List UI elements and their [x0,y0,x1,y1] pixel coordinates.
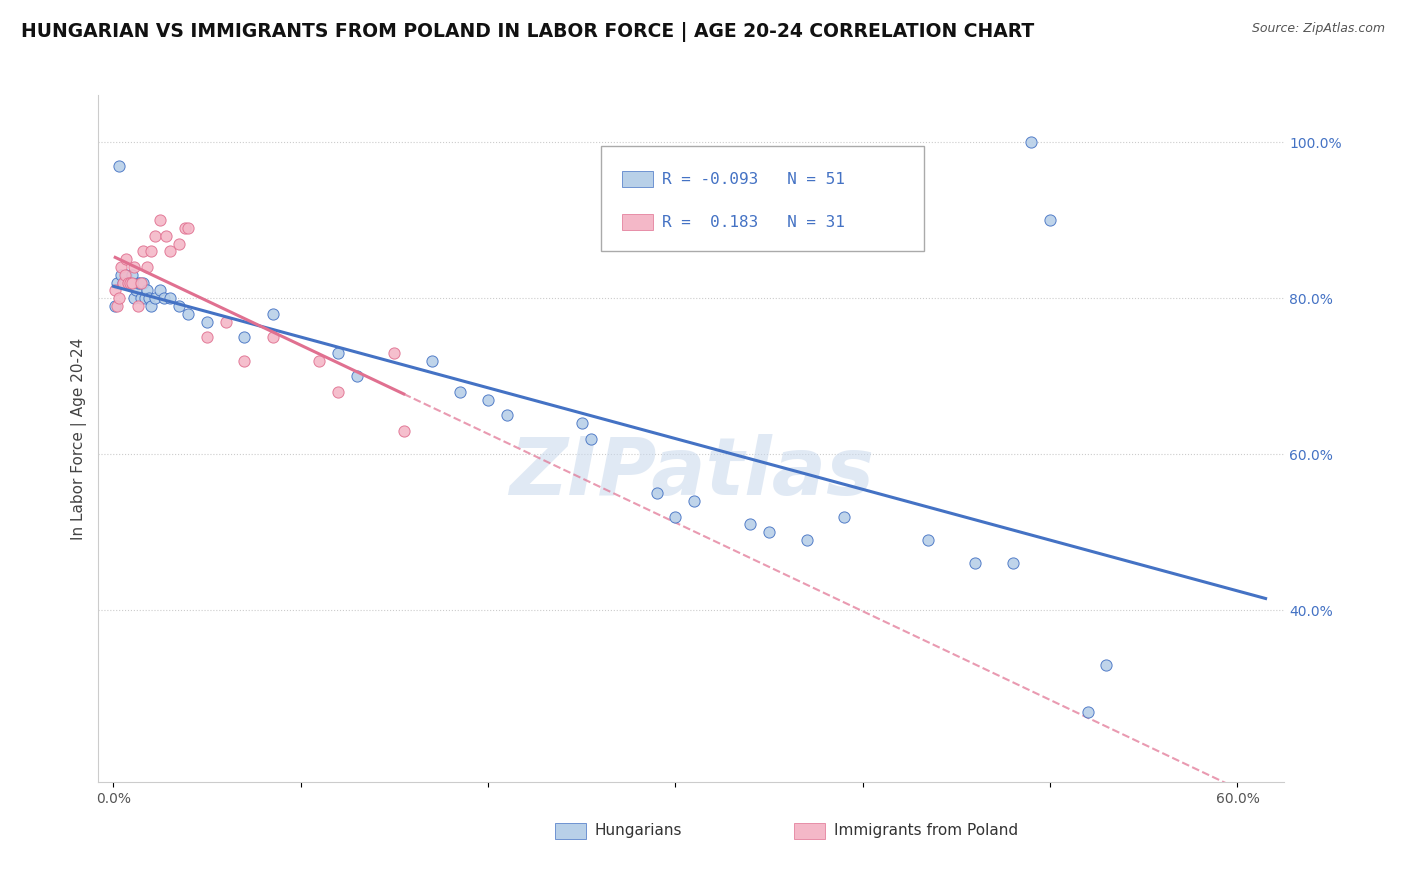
Point [420,353,443,368]
Point [758,525,780,540]
Point [125,284,148,298]
Point [233,330,256,344]
Point [159,244,181,259]
Point [104,284,127,298]
Point [131,291,153,305]
Point [177,221,200,235]
Point [917,533,939,547]
Text: Hungarians: Hungarians [595,823,682,838]
Text: Immigrants from Poland: Immigrants from Poland [834,823,1018,838]
Point [683,494,706,508]
Point [796,533,818,547]
Point [195,330,218,344]
Point [832,509,855,524]
Point [110,268,132,282]
Point [105,276,128,290]
Text: ZIPatlas: ZIPatlas [509,434,873,512]
Point [108,159,131,173]
Point [153,291,176,305]
Point [167,236,190,251]
Point [1001,557,1024,571]
Point [136,284,159,298]
Point [108,291,131,305]
Text: R =  0.183   N = 31: R = 0.183 N = 31 [662,215,845,230]
Point [132,244,155,259]
Point [111,276,134,290]
Text: Source: ZipAtlas.com: Source: ZipAtlas.com [1251,22,1385,36]
Point [127,276,149,290]
Point [965,557,987,571]
Point [149,213,172,227]
Point [120,276,142,290]
Point [328,345,350,359]
Point [1077,705,1099,719]
Point [495,408,517,422]
Point [110,260,132,274]
Point [131,276,153,290]
Point [449,384,471,399]
Point [155,228,177,243]
Point [159,291,181,305]
Point [233,353,256,368]
Point [139,244,162,259]
Point [740,517,762,532]
Point [579,432,602,446]
Point [136,260,159,274]
Point [346,369,368,384]
Point [664,509,686,524]
Point [114,268,136,282]
Point [167,299,190,313]
Point [1095,657,1118,672]
Point [645,486,668,500]
Point [122,260,145,274]
Y-axis label: In Labor Force | Age 20-24: In Labor Force | Age 20-24 [72,337,87,540]
Point [121,268,143,282]
Point [115,252,138,267]
Point [262,307,284,321]
Point [122,291,145,305]
Point [382,345,405,359]
Point [173,221,195,235]
Point [215,314,238,328]
Point [138,291,160,305]
Point [117,276,139,290]
Point [571,416,593,430]
Point [139,299,162,313]
Point [115,268,138,282]
Text: R = -0.093   N = 51: R = -0.093 N = 51 [662,171,845,186]
Point [128,276,150,290]
Point [149,284,172,298]
Point [105,299,128,313]
Point [143,291,166,305]
Point [195,314,218,328]
Point [134,291,156,305]
Point [1021,135,1043,149]
Point [328,384,350,399]
Point [143,228,166,243]
Point [121,276,143,290]
Point [127,299,149,313]
Point [132,276,155,290]
Text: HUNGARIAN VS IMMIGRANTS FROM POLAND IN LABOR FORCE | AGE 20-24 CORRELATION CHART: HUNGARIAN VS IMMIGRANTS FROM POLAND IN L… [21,22,1035,42]
Point [177,307,200,321]
Point [114,276,136,290]
Point [111,276,134,290]
Point [120,276,142,290]
Point [308,353,330,368]
Point [1039,213,1062,227]
Point [117,276,139,290]
Point [104,299,127,313]
Point [262,330,284,344]
Point [392,424,415,438]
Point [477,392,499,407]
